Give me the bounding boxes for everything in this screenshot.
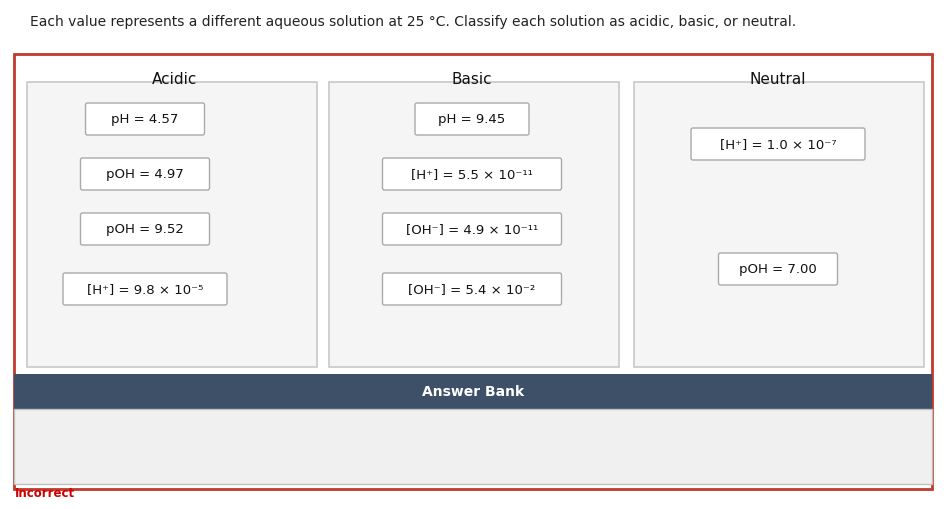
FancyBboxPatch shape [383, 214, 562, 245]
Text: Acidic: Acidic [152, 72, 198, 87]
Text: pOH = 4.97: pOH = 4.97 [106, 168, 184, 181]
FancyBboxPatch shape [691, 129, 865, 161]
Bar [27, 83, 317, 367]
Text: [OH⁻] = 4.9 × 10⁻¹¹: [OH⁻] = 4.9 × 10⁻¹¹ [406, 223, 538, 236]
Bar [14, 55, 932, 489]
Text: Answer Bank: Answer Bank [422, 385, 524, 399]
FancyBboxPatch shape [383, 159, 562, 191]
Text: [H⁺] = 1.0 × 10⁻⁷: [H⁺] = 1.0 × 10⁻⁷ [720, 138, 836, 151]
Text: pOH = 9.52: pOH = 9.52 [106, 223, 184, 236]
Bar [634, 83, 924, 367]
Bar [329, 83, 619, 367]
FancyBboxPatch shape [63, 273, 227, 305]
Bar [14, 409, 932, 484]
FancyBboxPatch shape [85, 104, 205, 136]
Text: Each value represents a different aqueous solution at 25 °C. Classify each solut: Each value represents a different aqueou… [30, 15, 796, 29]
FancyBboxPatch shape [719, 253, 837, 286]
Bar [14, 374, 932, 409]
Text: [OH⁻] = 5.4 × 10⁻²: [OH⁻] = 5.4 × 10⁻² [408, 283, 536, 296]
Text: pH = 4.57: pH = 4.57 [112, 114, 179, 126]
Text: Incorrect: Incorrect [15, 486, 75, 499]
FancyBboxPatch shape [80, 214, 209, 245]
Text: [H⁺] = 9.8 × 10⁻⁵: [H⁺] = 9.8 × 10⁻⁵ [87, 283, 204, 296]
Text: Basic: Basic [452, 72, 492, 87]
Text: pH = 9.45: pH = 9.45 [438, 114, 506, 126]
FancyBboxPatch shape [383, 273, 562, 305]
FancyBboxPatch shape [80, 159, 209, 191]
Text: [H⁺] = 5.5 × 10⁻¹¹: [H⁺] = 5.5 × 10⁻¹¹ [411, 168, 533, 181]
Text: Neutral: Neutral [750, 72, 806, 87]
FancyBboxPatch shape [415, 104, 529, 136]
Text: pOH = 7.00: pOH = 7.00 [739, 263, 817, 276]
